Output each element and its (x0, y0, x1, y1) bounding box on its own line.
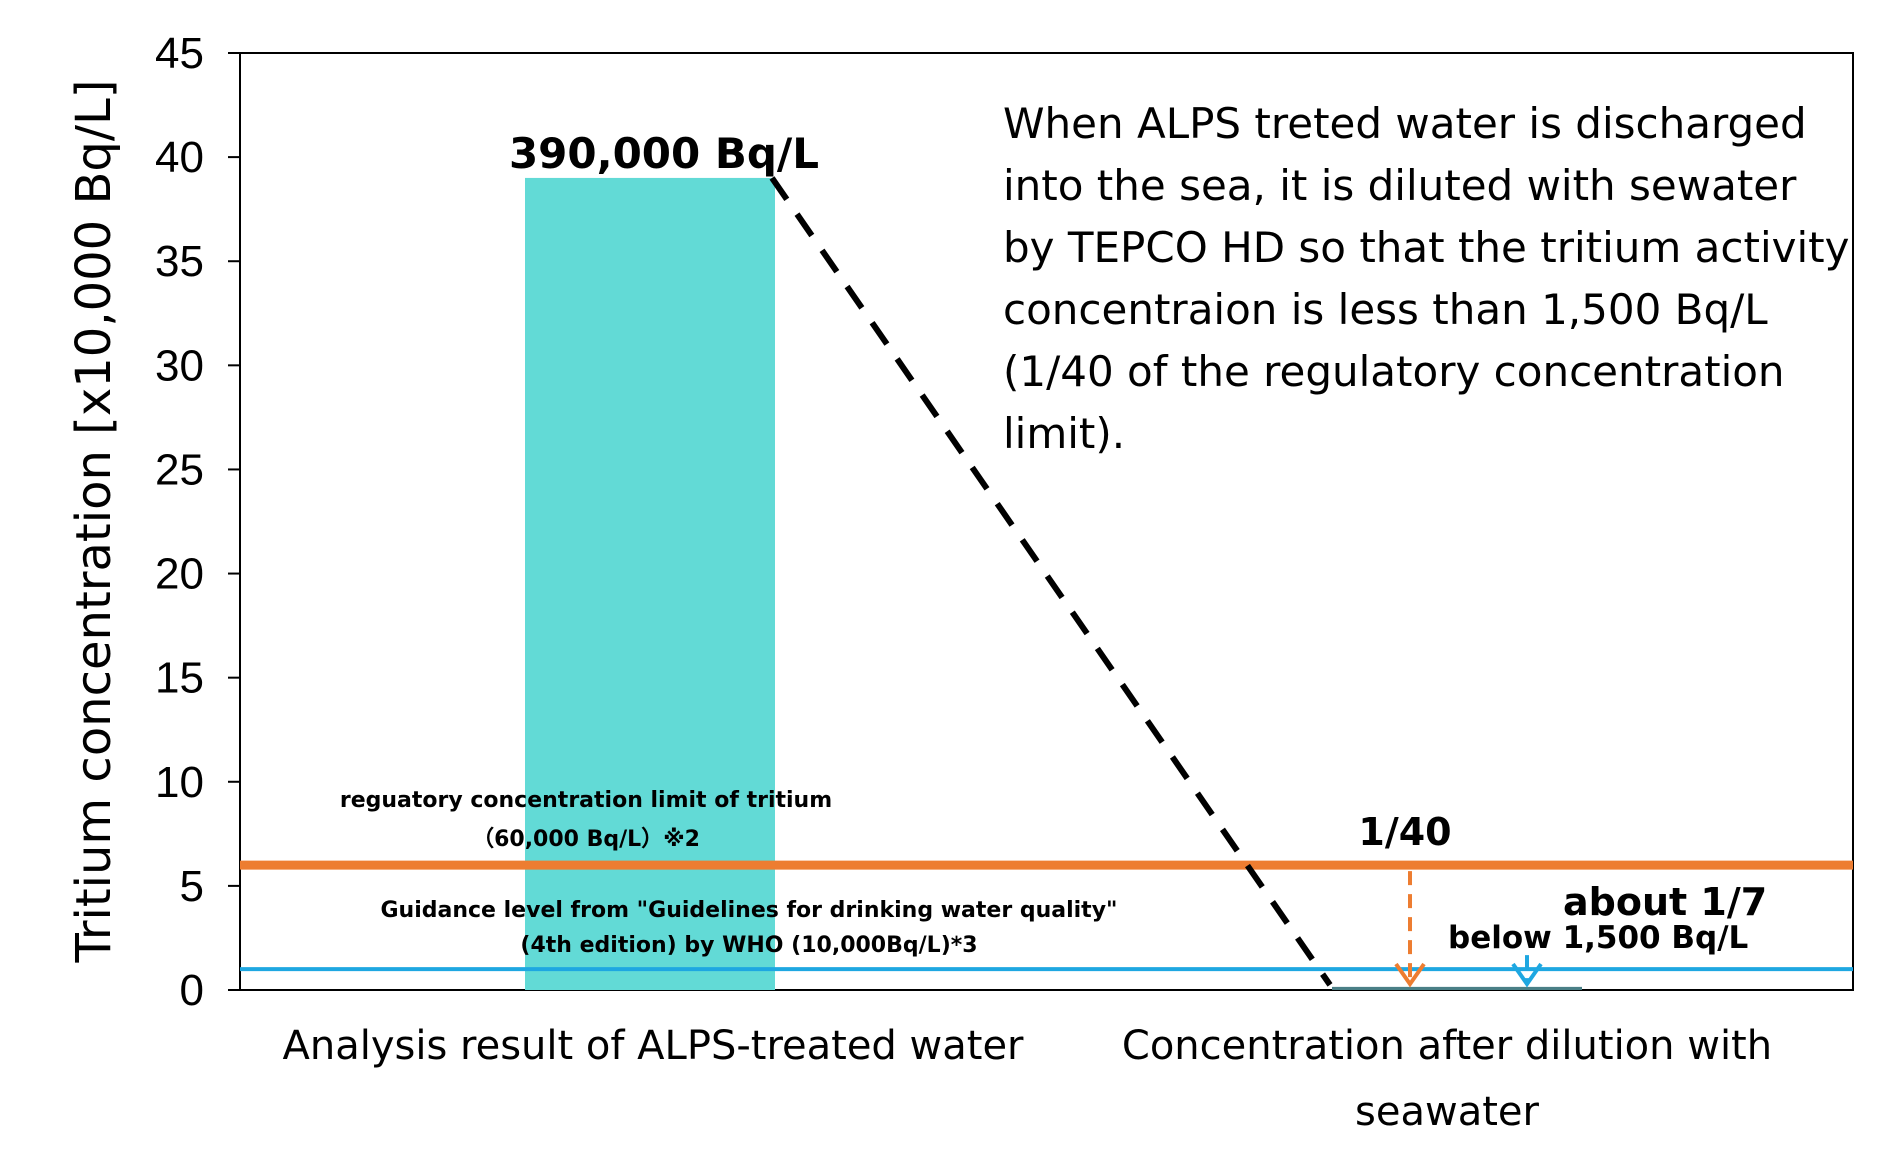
plot-frame (239, 52, 1854, 991)
arrow-1-40 (1394, 871, 1426, 988)
annotation-line-2: into the sea, it is diluted with sewater (1003, 161, 1797, 210)
y-tick-label: 15 (155, 654, 204, 703)
category-label-diluted-cont: seawater (1355, 1089, 1539, 1135)
y-tick-label: 0 (180, 966, 204, 1015)
y-axis-label: Tritium concentration [x10,000 Bq/L] (66, 79, 122, 963)
y-axis-ticks: 0 5 10 15 20 25 30 35 40 45 (155, 29, 240, 1015)
y-tick-label: 25 (155, 445, 204, 494)
regulatory-limit-value: （60,000 Bq/L）※2 (472, 827, 700, 852)
category-label-alps: Analysis result of ALPS-treated water (283, 1023, 1025, 1069)
annotation-line-4: concentraion is less than 1,500 Bq/L (1003, 285, 1768, 334)
y-tick-label: 20 (155, 550, 204, 599)
bar-value-label-diluted: below 1,500 Bq/L (1448, 920, 1748, 956)
arrow-about-1-7 (1511, 955, 1543, 988)
annotation-line-6: limit). (1003, 409, 1125, 458)
dilution-dashed-line (769, 176, 1333, 987)
who-guidance-value: (4th edition) by WHO (10,000Bq/L)*3 (520, 933, 977, 958)
arrow-head (1394, 962, 1426, 988)
ratio-label-1-40: 1/40 (1358, 810, 1451, 854)
y-tick-label: 45 (155, 29, 204, 78)
annotation-line-3: by TEPCO HD so that the tritium activity (1003, 223, 1849, 272)
y-tick-label: 35 (155, 237, 204, 286)
arrow-head (1511, 962, 1543, 988)
y-tick-label: 40 (155, 133, 204, 182)
bar-after-dilution (1332, 986, 1582, 990)
y-tick-label: 5 (180, 862, 204, 911)
annotation-line-1: When ALPS treted water is discharged (1003, 99, 1807, 148)
y-tick-label: 10 (155, 758, 204, 807)
who-guidance-label: Guidance level from "Guidelines for drin… (381, 898, 1118, 923)
y-tick-label: 30 (155, 341, 204, 390)
regulatory-limit-label: reguatory concentration limit of tritium (340, 788, 832, 813)
bar-alps-treated-water (525, 177, 775, 990)
category-label-diluted: Concentration after dilution with (1122, 1023, 1772, 1069)
ratio-label-about-1-7: about 1/7 (1563, 880, 1767, 924)
annotation-line-5: (1/40 of the regulatory concentration (1003, 347, 1785, 396)
bar-value-label-alps: 390,000 Bq/L (509, 129, 819, 178)
